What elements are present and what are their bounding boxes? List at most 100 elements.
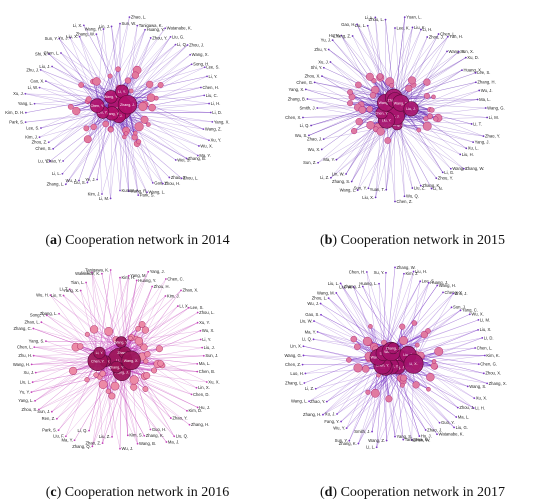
hub-node: [117, 94, 138, 115]
graph-node: [435, 177, 438, 179]
node-label: Lee, K.: [397, 25, 410, 30]
node-label: Huang, Y.: [147, 27, 165, 32]
node-label: Hu, J.: [421, 433, 432, 438]
graph-node: [24, 111, 27, 114]
graph-node: [151, 367, 158, 374]
graph-edge: [87, 115, 119, 183]
node-label: Zhao, Y.: [172, 415, 187, 420]
graph-node: [199, 338, 202, 341]
graph-node: [345, 173, 347, 175]
node-label: Hu, J.: [199, 405, 210, 410]
graph-node: [442, 291, 444, 294]
node-label: Song, Y.: [30, 313, 45, 318]
graph-node: [144, 28, 146, 31]
graph-node: [450, 306, 453, 309]
node-label: Lee, S.: [26, 125, 39, 130]
graph-node: [476, 98, 479, 101]
graph-node: [186, 409, 188, 412]
node-label: Zhang, L.: [285, 380, 303, 385]
node-label: Cheng, Y.: [445, 290, 463, 295]
graph-node: [385, 188, 388, 191]
node-label: Fang, Y.: [324, 419, 339, 424]
graph-node: [434, 347, 444, 356]
hub-label: Li, X.: [409, 362, 417, 366]
graph-node: [455, 416, 458, 418]
graph-node: [93, 372, 99, 378]
graph-node: [472, 141, 475, 143]
graph-node: [205, 381, 208, 383]
panel-c: Kim, H. Yang, M. Huang, Y. Yang, J. Zhou, H.…: [0, 252, 275, 503]
graph-edge: [376, 365, 383, 448]
graph-node: [468, 313, 471, 316]
graph-node: [411, 320, 418, 326]
graph-node: [104, 327, 114, 336]
node-label: Kim, K.: [486, 353, 500, 358]
graph-node: [459, 153, 462, 156]
node-label: Kim, S.: [129, 433, 143, 438]
caption-a: (a) Cooperation network in 2014: [45, 233, 230, 248]
graph-node: [371, 430, 373, 433]
graph-node: [77, 343, 84, 350]
node-label: Yang, X.: [289, 87, 305, 92]
node-label: Wu, J.: [66, 178, 78, 183]
graph-node: [109, 197, 112, 200]
graph-node: [157, 82, 164, 88]
graph-node: [88, 429, 90, 432]
graph-edge: [91, 272, 98, 361]
node-label: Wang, H.: [439, 283, 456, 288]
graph-node: [101, 272, 103, 275]
graph-edge: [340, 366, 399, 422]
node-label: Zhou, L.: [369, 17, 384, 22]
node-label: Zhang, Z.: [333, 33, 351, 38]
node-label: Wang, L.: [291, 399, 308, 404]
graph-node: [366, 121, 375, 130]
graph-node: [64, 183, 67, 186]
node-label: Xu, J.: [318, 59, 329, 64]
node-label: Liu, J.: [204, 345, 215, 350]
graph-edge: [121, 91, 210, 141]
graph-edge: [394, 363, 414, 437]
hub-label: Wang, Y.: [104, 95, 118, 99]
network-graph-b: Lee, K.Yuan, L.Liu, K.Li, H.Zhou, J.Chen…: [285, 15, 505, 204]
graph-node: [340, 420, 342, 423]
node-label: Liu, X.: [480, 327, 492, 332]
graph-node: [169, 35, 172, 38]
node-label: Yuan, L.: [406, 15, 421, 20]
graph-node: [378, 282, 380, 285]
graph-node: [138, 321, 146, 328]
graph-node: [403, 272, 405, 275]
node-label: Xu, J.: [24, 370, 35, 375]
graph-node: [366, 24, 369, 27]
graph-node: [410, 439, 413, 441]
graph-edge: [413, 337, 483, 364]
graph-node: [478, 89, 481, 92]
graph-node: [384, 18, 387, 21]
graph-node: [412, 381, 420, 389]
graph-node: [140, 115, 149, 124]
graph-node: [312, 338, 315, 341]
node-label: Zhang, X.: [489, 381, 507, 386]
hub-label: Chen, Y.: [90, 104, 104, 108]
node-label: Shi, Y.: [311, 65, 323, 70]
node-label: Yang, J.: [475, 139, 490, 144]
graph-edge: [99, 269, 111, 353]
node-label: Xu, L.: [468, 146, 479, 151]
graph-node: [185, 157, 188, 160]
node-label: Yang, S.: [397, 434, 413, 439]
node-label: Kim, D.: [188, 408, 202, 413]
graph-node: [306, 98, 309, 100]
graph-edge: [102, 112, 148, 193]
node-label: Ma, J.: [168, 439, 179, 444]
graph-edge: [413, 363, 475, 399]
graph-node: [60, 52, 62, 54]
node-label: Smith, J.: [354, 429, 370, 434]
node-label: Wang, S.: [469, 384, 486, 389]
node-label: Park, S.: [140, 193, 155, 198]
graph-edge: [60, 52, 112, 97]
node-label: Zhang, K.: [146, 433, 164, 438]
graph-node: [107, 73, 113, 79]
node-label: Yang, M.: [130, 273, 146, 278]
node-label: Zhao, Y.: [310, 399, 325, 404]
node-label: Luo, H.: [290, 371, 304, 376]
hub-label: Zhang, J.: [120, 103, 135, 107]
